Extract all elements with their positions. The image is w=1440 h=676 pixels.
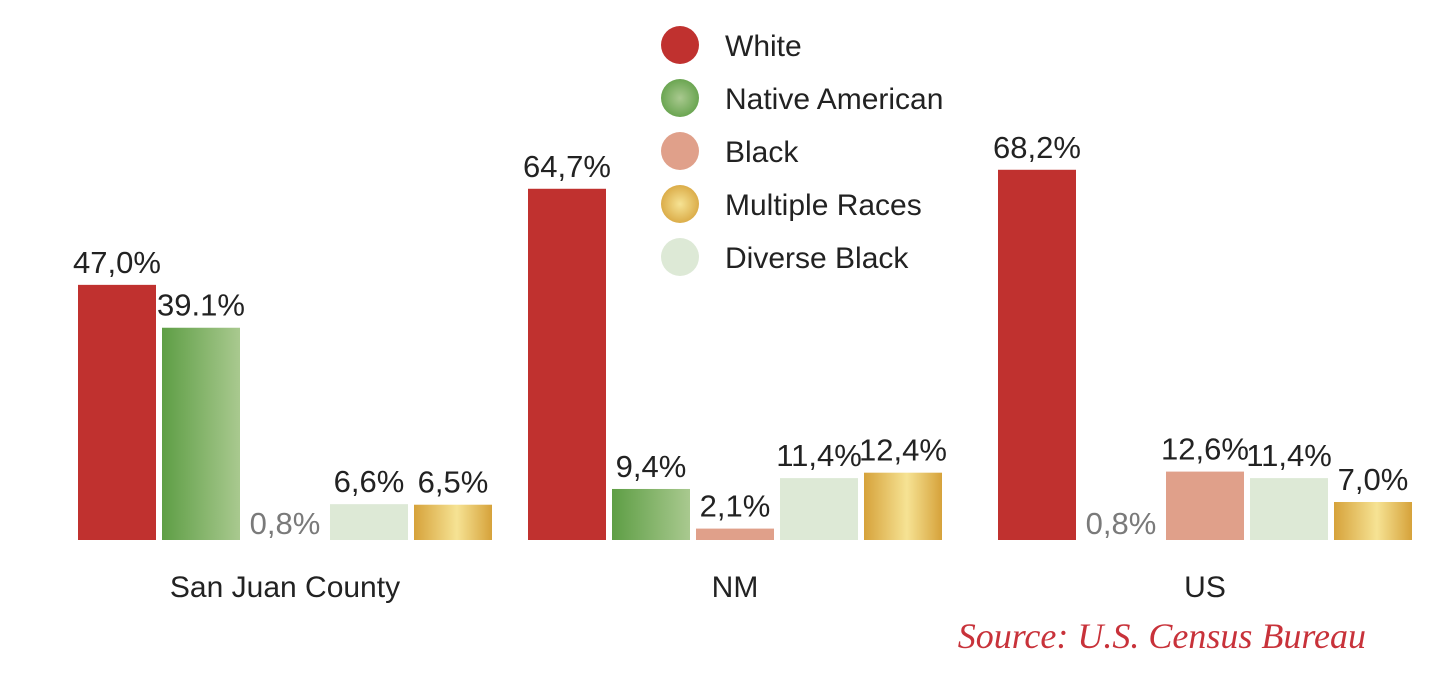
data-label-san-juan-county-diverse-black: 6,6% [334, 464, 405, 499]
legend-swatch-white [661, 26, 699, 64]
category-label-san-juan-county: San Juan County [170, 571, 400, 604]
bar-nm-native-american [612, 488, 690, 540]
bar-nm-multiple-races [864, 472, 942, 540]
bar-san-juan-county-diverse-black [330, 504, 408, 540]
legend-swatch-diverse-black [661, 238, 699, 276]
bar-nm-white [528, 188, 606, 540]
bar-us-multiple-races [1334, 502, 1412, 540]
bar-group-us: 68,2% 0,8% 12,6%11,4%7,0% US [993, 130, 1412, 604]
bar-group-nm: 64,7% 9,4% 2,1%11,4%12,4% NM [523, 149, 947, 604]
legend-label-multiple-races: Multiple Races [725, 189, 922, 222]
data-label-nm-black: 2,1% [700, 489, 771, 524]
bar-san-juan-county-native-american [162, 327, 240, 540]
data-label-nm-white: 64,7% [523, 149, 611, 184]
data-label-nm-native-american: 9,4% [616, 449, 687, 484]
legend-swatch-native-american [661, 79, 699, 117]
legend-item-black: Black [661, 132, 799, 170]
bar-us-diverse-black [1250, 478, 1328, 540]
legend-label-diverse-black: Diverse Black [725, 242, 909, 275]
bars-layer: 47,0% 39.1% 0,8% 6,6% 6,5% San Juan County 64,… [73, 130, 1412, 604]
legend-label-white: White [725, 30, 802, 63]
legend-item-white: White [661, 26, 802, 64]
legend: White Native American Black Multiple Races D… [661, 26, 943, 276]
data-label-san-juan-county-multiple-races: 6,5% [418, 465, 489, 500]
category-label-us: US [1184, 571, 1226, 604]
bar-nm-diverse-black [780, 478, 858, 540]
legend-item-native-american: Native American [661, 79, 943, 117]
legend-swatch-black [661, 132, 699, 170]
bar-us-white [998, 169, 1076, 540]
data-label-us-white: 68,2% [993, 130, 1081, 165]
data-label-us-multiple-races: 7,0% [1338, 462, 1409, 497]
data-label-san-juan-county-black: 0,8% [250, 506, 321, 541]
data-label-us-native-american: 0,8% [1086, 506, 1157, 541]
legend-label-black: Black [725, 136, 799, 169]
category-label-nm: NM [712, 571, 759, 604]
bar-us-black [1166, 471, 1244, 540]
bar-san-juan-county-multiple-races [414, 504, 492, 540]
bar-group-san-juan-county: 47,0% 39.1% 0,8% 6,6% 6,5% San Juan County [73, 245, 492, 604]
data-label-san-juan-county-white: 47,0% [73, 245, 161, 280]
data-label-us-black: 12,6% [1161, 432, 1249, 467]
data-label-nm-multiple-races: 12,4% [859, 433, 947, 468]
legend-item-diverse-black: Diverse Black [661, 238, 909, 276]
bar-san-juan-county-white [78, 284, 156, 540]
legend-item-multiple-races: Multiple Races [661, 185, 922, 223]
data-label-us-diverse-black: 11,4% [1246, 438, 1332, 473]
data-label-nm-diverse-black: 11,4% [776, 438, 862, 473]
source-note: Source: U.S. Census Bureau [958, 616, 1366, 656]
legend-label-native-american: Native American [725, 83, 943, 116]
legend-swatch-multiple-races [661, 185, 699, 223]
data-label-san-juan-county-native-american: 39.1% [157, 288, 245, 323]
bar-nm-black [696, 528, 774, 540]
